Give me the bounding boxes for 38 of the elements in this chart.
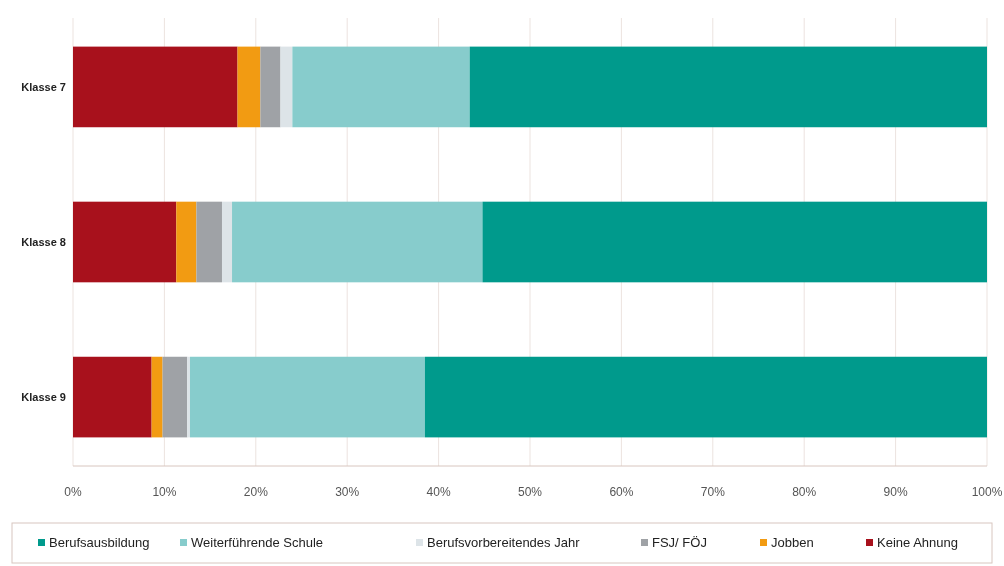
bar: [237, 46, 261, 128]
x-tick-label: 50%: [517, 485, 543, 499]
bar: [73, 201, 177, 283]
bar: [469, 46, 987, 128]
bar: [189, 356, 425, 438]
bar: [280, 46, 293, 128]
x-tick-label: 30%: [335, 485, 360, 499]
x-tick-label: 90%: [883, 485, 908, 499]
legend-label: Jobben: [771, 535, 814, 550]
y-tick-label: Klasse 7: [21, 80, 66, 93]
bar: [221, 201, 233, 283]
bar: [292, 46, 470, 128]
legend-label: FSJ/ FÖJ: [652, 535, 707, 550]
bar: [482, 201, 987, 283]
legend-label: Keine Ahnung: [877, 535, 958, 550]
y-tick-label: Klasse 8: [21, 236, 66, 248]
bar: [176, 201, 197, 283]
bar: [162, 356, 188, 438]
legend-label: Berufsausbildung: [49, 535, 150, 550]
bar: [196, 201, 222, 283]
x-tick-label: 40%: [426, 485, 451, 499]
x-tick-label: 80%: [792, 485, 817, 499]
y-tick-label: Klasse 9: [21, 391, 66, 404]
bar: [73, 356, 152, 438]
bar: [260, 46, 281, 128]
x-tick-label: 60%: [609, 485, 634, 499]
bar: [187, 356, 190, 438]
bar: [151, 356, 163, 438]
legend-label: Berufsvorbereitendes Jahr: [427, 535, 581, 550]
x-tick-label: 10%: [152, 485, 177, 499]
bar: [232, 201, 483, 283]
x-tick-label: 70%: [700, 485, 726, 499]
x-tick-label: 100%: [971, 485, 1003, 499]
bar: [73, 46, 238, 128]
bar: [424, 356, 987, 438]
legend-label: Weiterführende Schule: [191, 535, 324, 550]
x-tick-label: 20%: [243, 485, 269, 499]
x-tick-label: 0%: [64, 485, 82, 499]
